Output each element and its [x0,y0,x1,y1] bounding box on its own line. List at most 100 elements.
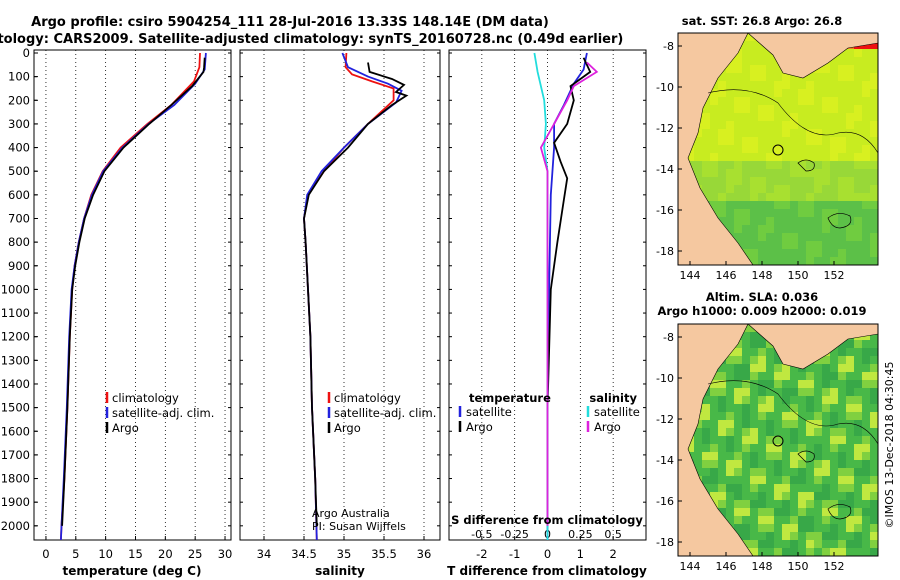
map-cell [806,89,815,98]
temperature-panel: 0100200300400500600700800900100011001200… [1,46,233,578]
map-cell [726,169,735,178]
map-cell [766,476,775,485]
map-cell [822,452,831,461]
series-line-argo [303,62,409,526]
map-cell [758,73,767,82]
map-cell [854,404,863,413]
map-cell [718,73,727,82]
map-cell [814,484,823,493]
map-cell [862,209,871,218]
map-cell [702,484,711,493]
map-cell [774,404,783,413]
map-cell [782,97,791,106]
map-cell [846,476,855,485]
map-cell [798,217,807,226]
map-cell [862,372,871,381]
map-cell [790,257,799,265]
map-cell [782,404,791,413]
map-cell [822,105,831,114]
map-cell [830,225,839,234]
map-cell [734,225,743,234]
map-cell [814,404,823,413]
map-cell [814,97,823,106]
map-cell [798,177,807,186]
map-cell [870,249,878,258]
map-cell [846,404,855,413]
map-cell [830,540,839,549]
map-cell [702,428,711,437]
map-cell [846,233,855,242]
map-cell [854,468,863,477]
map-cell [766,257,775,265]
map-cell [742,540,751,549]
map-cell [822,201,831,210]
x-tick-label: 25 [188,547,203,561]
map-cell [710,396,719,405]
map-cell [710,113,719,122]
map-cell [718,428,727,437]
map-cell [870,89,878,98]
map-cell [702,452,711,461]
map-cell [798,185,807,194]
map-cell [742,97,751,106]
map-cell [758,428,767,437]
map-cell [806,169,815,178]
map-cell [718,452,727,461]
map-cell [750,153,759,162]
map-cell [854,177,863,186]
map-cell [798,193,807,202]
map-cell [830,524,839,533]
map-cell [870,153,878,162]
map-cell [766,444,775,453]
map-cell [758,105,767,114]
salinity-lines [303,52,409,541]
map-cell [758,436,767,445]
map-cell [734,388,743,397]
map-cell [774,388,783,397]
x-tick-label: 5 [72,547,79,561]
map-cell [750,249,759,258]
map-cell [838,476,847,485]
map-cell [870,137,878,146]
map-cell [854,396,863,405]
map-cell [838,201,847,210]
map-cell [782,177,791,186]
map-cell [846,372,855,381]
map-cell [782,217,791,226]
map-cell [862,257,871,265]
map-cell [870,524,878,533]
map-cell [718,169,727,178]
map-cell [838,356,847,365]
map-cell [822,153,831,162]
map-cell [766,404,775,413]
map-cell [782,516,791,525]
map-cell [710,428,719,437]
sst-map-image [678,33,878,265]
depth-tick-label: 2000 [1,519,30,533]
lat-tick-label: -14 [656,454,674,467]
map-cell [870,420,878,429]
map-cell [734,428,743,437]
map-cell [854,492,863,501]
map-cell [726,356,735,365]
map-cell [870,444,878,453]
map-cell [838,420,847,429]
map-cell [742,444,751,453]
map-cell [710,121,719,130]
map-cell [822,524,831,533]
map-cell [870,105,878,114]
map-cell [846,484,855,493]
map-cell [750,217,759,226]
map-cell [862,153,871,162]
lon-tick-label: 150 [788,560,809,573]
map-cell [782,209,791,218]
map-cell [814,145,823,154]
map-cell [830,508,839,517]
map-cell [742,428,751,437]
map-cell [814,241,823,250]
x-tick-label: 10 [98,547,113,561]
map-cell [758,460,767,469]
map-cell [734,65,743,74]
map-cell [838,121,847,130]
map-cell [742,161,751,170]
